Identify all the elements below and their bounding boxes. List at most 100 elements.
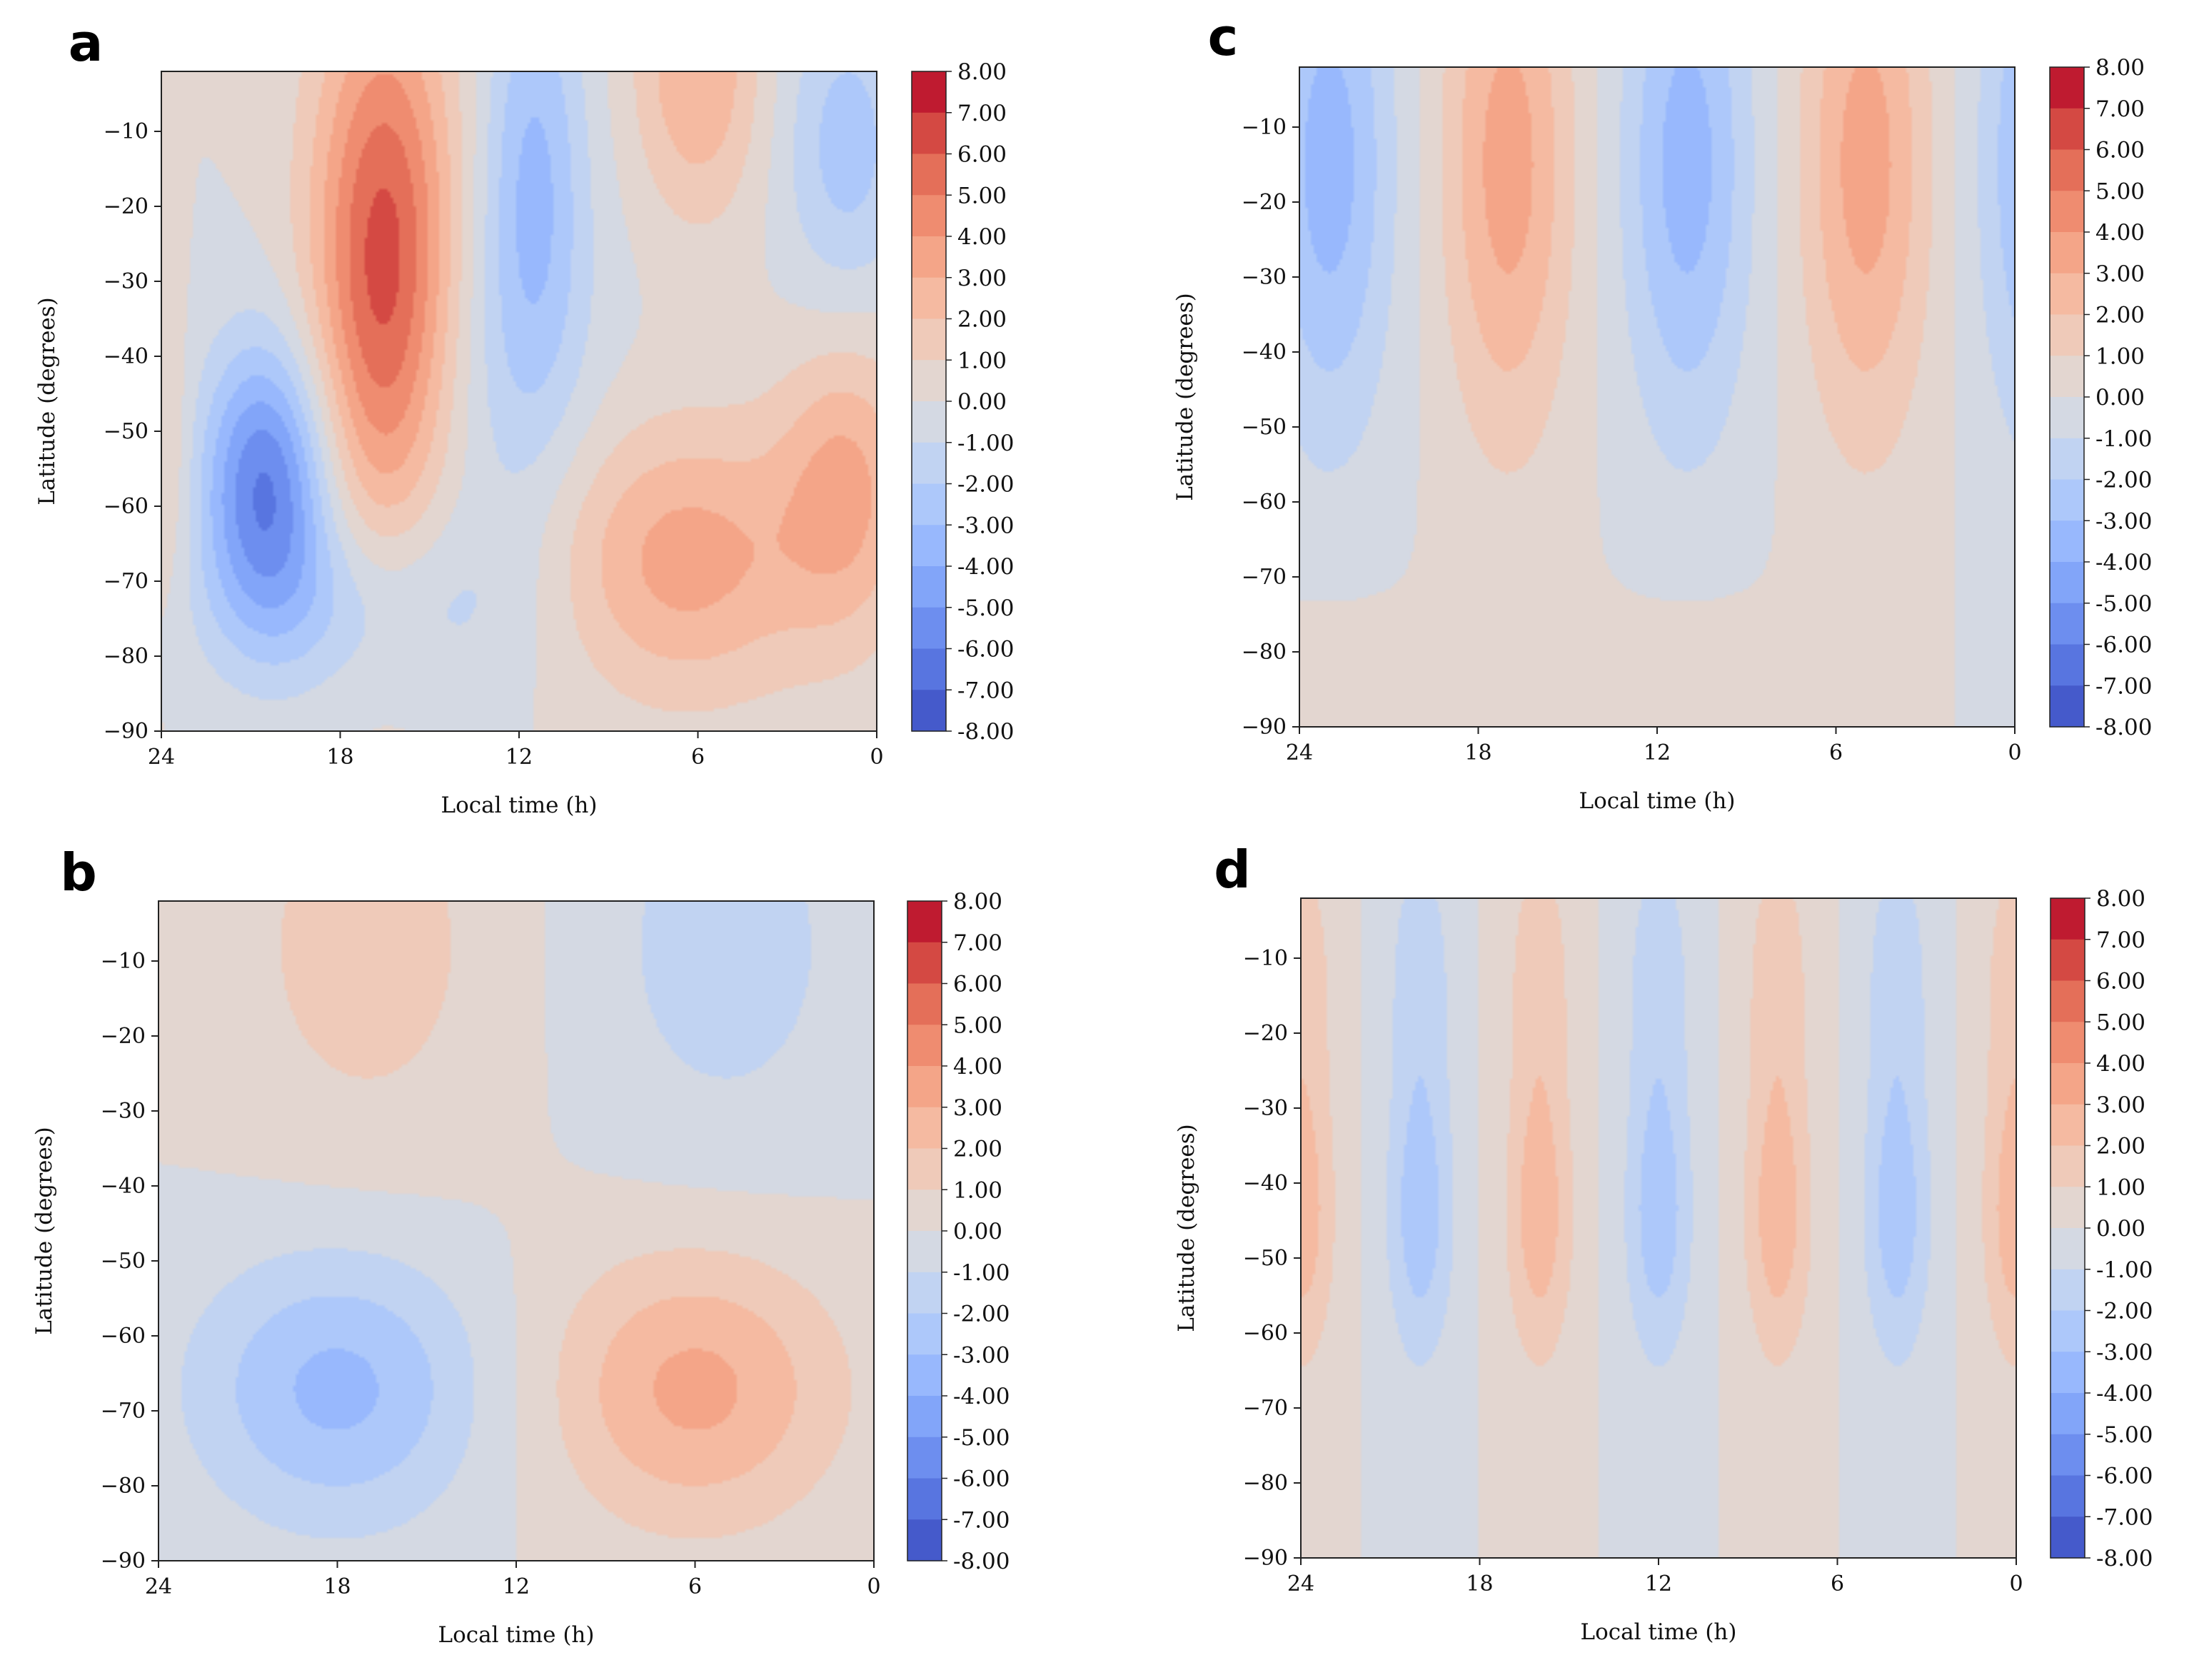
colorbar-label: -7.00 (2096, 1504, 2153, 1530)
y-tick-label: −20 (101, 1024, 146, 1049)
colorbar-segment (912, 401, 946, 443)
y-tick-label: −30 (101, 1099, 146, 1124)
x-tick-label: 0 (2008, 740, 2021, 765)
y-tick-label: −60 (101, 1324, 146, 1349)
x-tick-label: 12 (1645, 1571, 1672, 1596)
colorbar-segment (907, 1478, 942, 1520)
colorbar-label: 3.00 (2095, 261, 2145, 287)
x-tick-label: 24 (145, 1574, 172, 1599)
colorbar-label: 4.00 (953, 1054, 1002, 1080)
x-tick-label: 24 (1287, 1571, 1314, 1596)
colorbar-segment (912, 607, 946, 650)
colorbar-segment (2050, 273, 2084, 316)
colorbar-label: 7.00 (2096, 927, 2145, 953)
colorbar-segment (2050, 685, 2084, 728)
y-tick-label: −80 (1243, 1471, 1288, 1496)
colorbar-label: -5.00 (2095, 591, 2153, 617)
panel-letter-c: c (1208, 7, 1239, 67)
colorbar-label: -4.00 (2095, 550, 2153, 575)
colorbar-label: 4.00 (2095, 220, 2145, 246)
colorbar-label: 6.00 (953, 972, 1002, 997)
colorbar-segment (907, 942, 942, 985)
x-axis-label: Local time (h) (438, 1622, 595, 1648)
x-tick-label: 12 (505, 745, 533, 770)
colorbar-segment (912, 236, 946, 278)
y-tick-label: −70 (104, 569, 149, 594)
colorbar-segment (2050, 1516, 2085, 1559)
colorbar-segment (912, 195, 946, 237)
colorbar-segment (2050, 562, 2084, 604)
colorbar-label: 4.00 (957, 224, 1007, 250)
colorbar-c: 8.00 7.00 6.00 5.00 4.00 3.00 2.00 1.00 0.00 -1.0… (2049, 55, 2153, 740)
colorbar-d: 8.00 7.00 6.00 5.00 4.00 3.00 2.00 1.00 0.00 -1.0… (2050, 886, 2153, 1571)
colorbar-segment (912, 442, 946, 485)
colorbar-segment (912, 112, 946, 155)
y-tick-label: −60 (104, 494, 149, 519)
y-tick-label: −70 (1242, 565, 1287, 590)
panel-letter-a: a (69, 13, 104, 73)
colorbar-label: 7.00 (957, 101, 1007, 126)
colorbar-segment (2050, 1228, 2085, 1270)
colorbar-segment (2050, 1269, 2085, 1312)
colorbar-label: -3.00 (957, 513, 1015, 538)
colorbar-segment (2050, 898, 2085, 940)
colorbar-label: 0.00 (957, 389, 1007, 415)
colorbar-label: 7.00 (953, 930, 1002, 956)
colorbar-label: -4.00 (957, 554, 1015, 580)
colorbar-segment (2050, 149, 2084, 191)
x-tick-label: 6 (1829, 740, 1843, 765)
y-tick-label: −20 (104, 194, 149, 219)
colorbar-label: 5.00 (953, 1012, 1002, 1038)
colorbar-segment (907, 1107, 942, 1150)
colorbar-label: -1.00 (2096, 1257, 2153, 1283)
y-tick-label: −50 (101, 1249, 146, 1274)
colorbar-label: 8.00 (2096, 886, 2145, 912)
y-axis-label: Latitude (degrees) (34, 297, 60, 505)
colorbar-segment (2050, 438, 2084, 481)
y-tick-label: −10 (1242, 115, 1287, 140)
colorbar-label: -3.00 (953, 1342, 1010, 1368)
colorbar-label: 5.00 (957, 183, 1007, 208)
colorbar-label: 1.00 (953, 1177, 1002, 1203)
colorbar-segment (907, 1066, 942, 1108)
colorbar-segment (2050, 1352, 2085, 1394)
colorbar-label: -3.00 (2095, 508, 2153, 534)
y-tick-label: −10 (104, 119, 149, 144)
x-tick-label: 0 (867, 1574, 880, 1599)
y-tick-label: −90 (1243, 1546, 1288, 1571)
x-tick-label: 0 (870, 745, 883, 770)
colorbar-label: -8.00 (957, 719, 1015, 745)
colorbar-label: -5.00 (957, 595, 1015, 621)
y-tick-label: −80 (101, 1474, 146, 1499)
y-tick-label: −30 (1243, 1096, 1288, 1121)
y-tick-label: −70 (1243, 1396, 1288, 1421)
colorbar-segment (907, 1231, 942, 1273)
colorbar-label: 3.00 (957, 266, 1007, 291)
x-tick-label: 6 (1831, 1571, 1844, 1596)
colorbar-segment (2050, 1187, 2085, 1229)
colorbar-label: 5.00 (2096, 1010, 2145, 1035)
y-tick-label: −20 (1242, 190, 1287, 215)
colorbar-label: 1.00 (2096, 1175, 2145, 1200)
colorbar-segment (912, 690, 946, 732)
x-axis-label: Local time (h) (441, 793, 598, 818)
x-axis-label: Local time (h) (1581, 1619, 1737, 1645)
colorbar-segment (912, 648, 946, 690)
colorbar-label: -3.00 (2096, 1339, 2153, 1365)
colorbar-segment (2050, 232, 2084, 274)
y-tick-label: −90 (104, 719, 149, 744)
y-tick-label: −80 (104, 644, 149, 669)
colorbar-label: 6.00 (2095, 138, 2145, 164)
colorbar-a: 8.00 7.00 6.00 5.00 4.00 3.00 2.00 1.00 0.00 -1.0… (911, 59, 1015, 745)
y-tick-label: −40 (101, 1174, 146, 1199)
x-axis-label: Local time (h) (1579, 788, 1736, 814)
colorbar-label: -8.00 (2096, 1546, 2153, 1571)
colorbar-label: 1.00 (2095, 343, 2145, 369)
colorbar-label: -8.00 (2095, 715, 2153, 740)
colorbar-label: -4.00 (2096, 1381, 2153, 1407)
colorbar-label: -6.00 (2096, 1464, 2153, 1489)
